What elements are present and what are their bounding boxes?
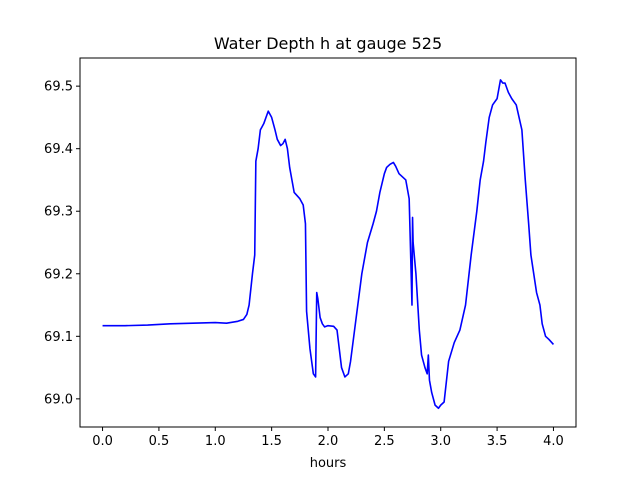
x-tick-label: 3.5 bbox=[487, 434, 508, 449]
series-layer bbox=[102, 79, 555, 410]
y-tick-label: 69.0 bbox=[44, 392, 73, 407]
x-tick-label: 0.5 bbox=[149, 434, 170, 449]
x-axis: 0.0 0.5 1.0 1.5 2.0 2.5 3.0 3.5 4.0 bbox=[92, 427, 564, 449]
y-tick-label: 69.3 bbox=[44, 205, 73, 220]
x-tick-label: 0.0 bbox=[92, 434, 113, 449]
x-tick-label: 1.5 bbox=[261, 434, 282, 449]
x-tick-label: 3.0 bbox=[430, 434, 451, 449]
series-line-0 bbox=[102, 79, 555, 410]
x-tick-label: 2.5 bbox=[374, 434, 395, 449]
x-tick-label: 2.0 bbox=[318, 434, 339, 449]
y-tick-label: 69.2 bbox=[44, 267, 73, 282]
x-axis-label: hours bbox=[310, 456, 347, 471]
chart-title: Water Depth h at gauge 525 bbox=[214, 34, 442, 53]
plot-area bbox=[80, 58, 576, 427]
y-tick-label: 69.1 bbox=[44, 330, 73, 345]
x-tick-label: 4.0 bbox=[543, 434, 564, 449]
y-tick-label: 69.5 bbox=[44, 80, 73, 95]
y-axis: 69.0 69.1 69.2 69.3 69.4 69.5 bbox=[44, 80, 80, 407]
y-tick-label: 69.4 bbox=[44, 142, 73, 157]
x-tick-label: 1.0 bbox=[205, 434, 226, 449]
